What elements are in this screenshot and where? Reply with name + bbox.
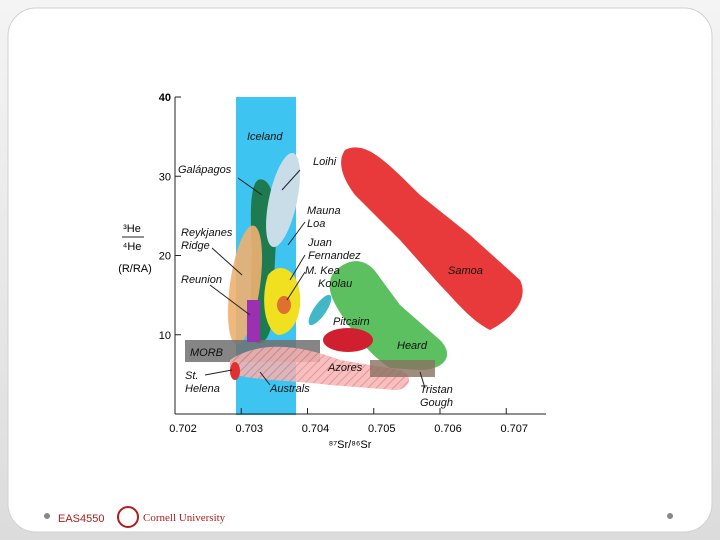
st-helena-region (230, 362, 240, 380)
region-label: Samoa (448, 265, 483, 277)
x-tick-label: 0.704 (302, 423, 330, 435)
region-label: Loihi (313, 156, 337, 168)
x-tick-label: 0.702 (169, 423, 197, 435)
region-label: Reunion (181, 274, 222, 286)
y-label: ³He (123, 223, 141, 235)
region-label: Loa (307, 218, 325, 230)
region-label: Koolau (318, 278, 352, 290)
x-tick-label: 0.703 (235, 423, 263, 435)
x-tick-label: 0.705 (368, 423, 396, 435)
australs-region (230, 346, 410, 390)
region-label: Galápagos (178, 164, 232, 176)
y-tick-label: 30 (159, 171, 171, 183)
region-label: Iceland (247, 131, 283, 143)
region-label: Helena (185, 383, 220, 395)
reunion-region (247, 300, 260, 342)
y-label: ⁴He (123, 241, 142, 253)
region-label: Tristan (420, 384, 453, 396)
region-label: Gough (420, 397, 453, 409)
pitcairn-region (323, 328, 373, 352)
x-tick-label: 0.707 (500, 423, 528, 435)
region-label: Mauna (307, 205, 341, 217)
regions (185, 97, 523, 415)
x-tick-label: 0.706 (434, 423, 462, 435)
region-label: St. (185, 370, 198, 382)
x-label: ⁸⁷Sr/⁸⁶Sr (329, 439, 372, 451)
region-label: Heard (397, 340, 428, 352)
loihi-region (266, 152, 300, 248)
region-label: Reykjanes (181, 227, 233, 239)
region-label: Ridge (181, 240, 210, 252)
cornell-seal (117, 506, 139, 528)
region-label: Fernandez (308, 250, 361, 262)
institution: Cornell University (143, 512, 226, 524)
heard-region (329, 261, 448, 370)
mkea-region (277, 296, 291, 314)
region-label: Juan (307, 237, 332, 249)
azores-region (370, 360, 435, 377)
bullet (44, 513, 50, 519)
region-label: Australs (269, 383, 310, 395)
samoa-region (341, 147, 523, 330)
region-label: M. Kea (305, 265, 340, 277)
region-label: MORB (190, 347, 223, 359)
y-tick-label: 10 (159, 330, 171, 342)
region-label: Azores (327, 362, 363, 374)
y-tick-label: 20 (159, 251, 171, 263)
bullet (667, 513, 673, 519)
region-label: Pitcairn (333, 316, 370, 328)
course-code: EAS4550 (58, 513, 104, 525)
y-tick-label: 40 (159, 92, 171, 104)
koolau-region (308, 294, 332, 326)
y-label: (R/RA) (118, 263, 152, 275)
